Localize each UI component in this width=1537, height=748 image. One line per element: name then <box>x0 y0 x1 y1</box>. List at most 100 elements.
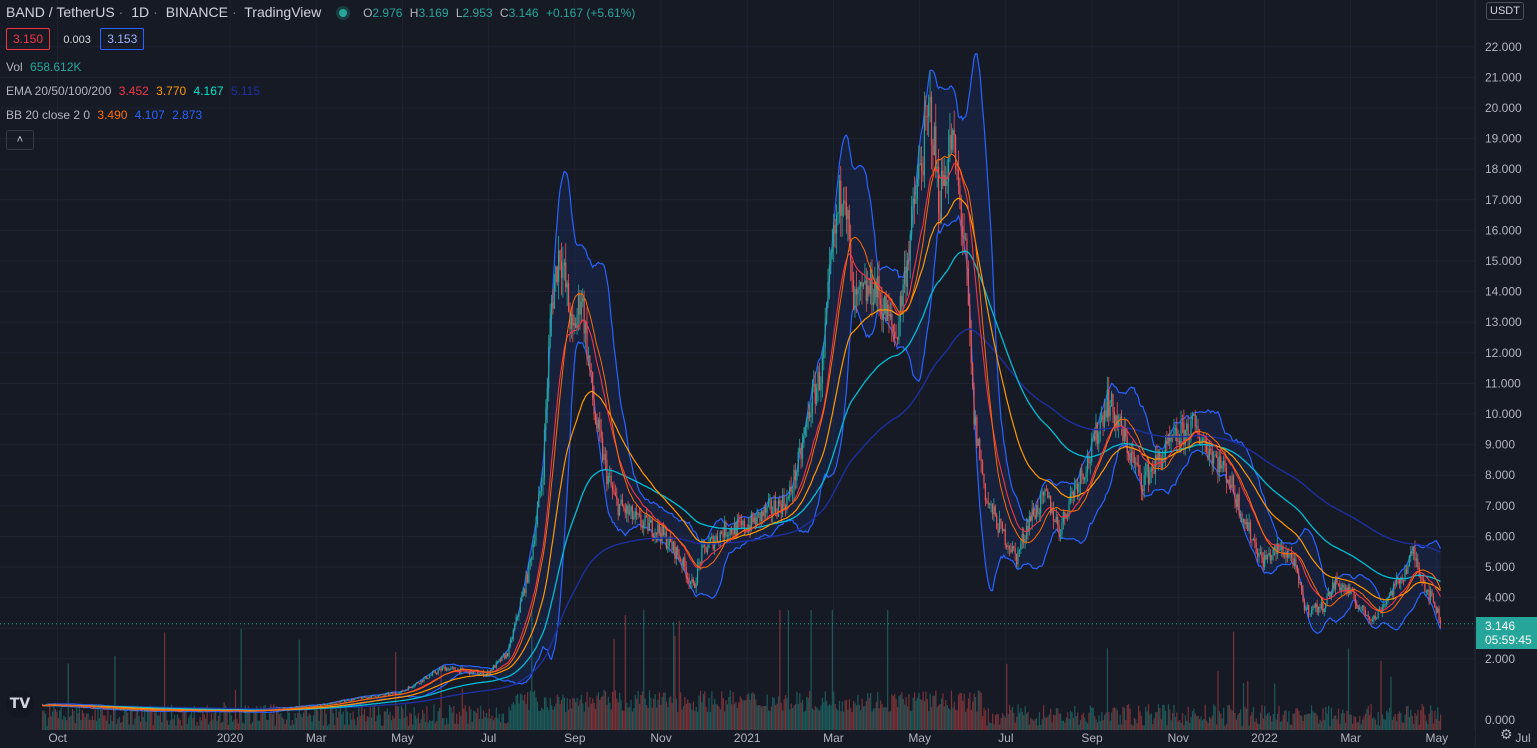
candle-body <box>725 522 727 537</box>
volume-bar <box>100 704 102 730</box>
candle-body <box>1150 468 1152 473</box>
volume-bar <box>424 721 427 730</box>
volume-bar <box>1302 720 1304 730</box>
candle-body <box>755 517 757 525</box>
candle-body <box>1027 526 1029 532</box>
volume-bar <box>1282 714 1284 730</box>
volume-bar <box>57 718 59 730</box>
candle-body <box>713 541 716 550</box>
candle-body <box>512 629 514 639</box>
low-value: 2.953 <box>462 6 493 20</box>
volume-bar <box>1207 723 1209 730</box>
candle-body <box>816 388 818 404</box>
candle-body <box>701 544 703 564</box>
candle-body <box>312 705 314 707</box>
volume-bar <box>843 711 845 730</box>
volume-bar <box>223 702 225 730</box>
volume-legend[interactable]: Vol 658.612K <box>6 60 85 74</box>
volume-bar <box>913 692 916 730</box>
volume-bar <box>77 713 79 730</box>
volume-bar <box>633 708 635 730</box>
volume-bar <box>254 708 256 730</box>
candle-body <box>624 508 626 514</box>
candle-body <box>920 163 923 172</box>
volume-bar <box>969 692 971 730</box>
candle-body <box>1167 434 1169 445</box>
volume-bar <box>512 702 514 730</box>
volume-bar <box>589 697 591 730</box>
volume-bar <box>549 697 551 730</box>
ema-legend[interactable]: EMA 20/50/100/200 3.452 3.770 4.167 5.11… <box>6 84 264 98</box>
candle-body <box>548 347 550 389</box>
candle-body <box>346 699 348 702</box>
candle-body <box>830 252 832 265</box>
volume-bar <box>310 715 312 730</box>
candle-body <box>807 412 809 419</box>
volume-bar <box>1025 713 1028 730</box>
volume-bar <box>470 709 472 730</box>
candle-body <box>784 505 787 511</box>
volume-bar <box>970 710 972 730</box>
volume-bar <box>1407 705 1409 730</box>
volume-bar <box>1075 715 1077 730</box>
volume-bar <box>1149 714 1151 730</box>
symbol-name[interactable]: BAND / TetherUS <box>6 4 115 20</box>
volume-bar <box>243 723 245 730</box>
market-status-icon[interactable] <box>339 8 348 17</box>
candle-body <box>317 704 319 707</box>
volume-bar <box>760 706 763 730</box>
volume-bar <box>224 705 227 730</box>
candle-body <box>1095 422 1097 441</box>
candle-body <box>1370 619 1372 621</box>
candle-body <box>658 524 660 533</box>
volume-bar <box>115 724 117 730</box>
price-tick-label: 17.000 <box>1485 193 1522 207</box>
bollinger-legend[interactable]: BB 20 close 2 0 3.490 4.107 2.873 <box>6 108 206 122</box>
volume-bar <box>840 711 842 730</box>
volume-bar <box>456 713 458 730</box>
candle-body <box>1215 455 1218 458</box>
volume-bar <box>329 706 332 730</box>
volume-bar <box>1231 710 1233 730</box>
candle-body <box>709 538 711 542</box>
candle-body <box>1231 475 1233 488</box>
candle-body <box>1258 552 1260 557</box>
interval-label[interactable]: 1D <box>131 4 150 20</box>
volume-bar <box>161 722 163 730</box>
candle-body <box>739 520 741 522</box>
collapse-legend-button[interactable]: ˄ <box>6 130 34 150</box>
volume-bar <box>193 705 195 730</box>
currency-selector[interactable]: USDT <box>1486 2 1524 20</box>
volume-bar <box>889 710 892 730</box>
candle-body <box>426 676 428 679</box>
volume-bar <box>1055 708 1057 730</box>
candle-body <box>1374 615 1376 619</box>
candle-body <box>1367 614 1369 617</box>
gear-icon[interactable]: ⚙ <box>1500 726 1513 742</box>
volume-bar <box>42 710 44 730</box>
tradingview-logo[interactable]: TV <box>6 690 34 718</box>
volume-bar <box>433 704 435 730</box>
candle-body <box>895 337 897 339</box>
volume-bar <box>46 725 48 730</box>
volume-bar <box>1215 724 1218 730</box>
candle-body <box>402 690 404 692</box>
volume-bar <box>1000 718 1002 730</box>
volume-bar <box>1289 724 1291 730</box>
volume-bar <box>1156 712 1158 730</box>
candle-body <box>901 296 903 306</box>
volume-bar <box>1424 714 1426 730</box>
candle-body <box>1045 489 1047 491</box>
volume-bar <box>861 698 863 730</box>
volume-bar <box>940 698 943 730</box>
candle-body <box>641 525 643 528</box>
volume-bar <box>743 700 746 730</box>
buy-price-button[interactable]: 3.153 <box>100 28 145 50</box>
volume-bar <box>858 704 860 730</box>
volume-bar <box>1267 713 1269 730</box>
candle-body <box>1086 455 1089 473</box>
sell-price-button[interactable]: 3.150 <box>6 28 51 50</box>
logo-text: TV <box>9 696 31 712</box>
volume-bar <box>120 722 122 730</box>
